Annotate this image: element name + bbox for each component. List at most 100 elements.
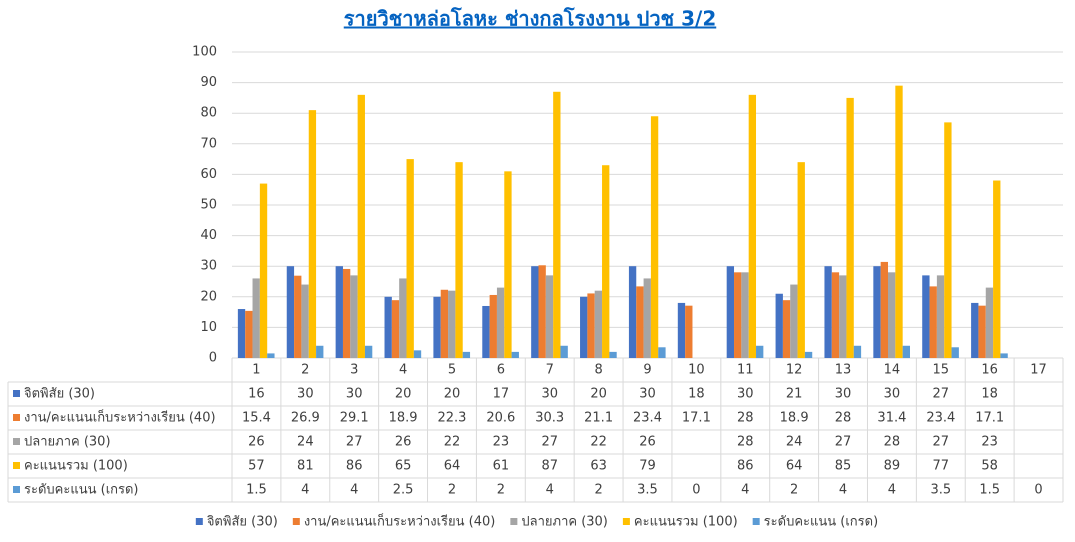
bar xyxy=(316,345,324,358)
table-cell: 23.4 xyxy=(926,411,955,426)
bar xyxy=(609,351,617,358)
bar xyxy=(797,162,805,358)
table-cell: 3.5 xyxy=(930,483,951,498)
bar xyxy=(482,305,490,358)
bar xyxy=(971,302,979,358)
table-cell: 18 xyxy=(981,387,998,402)
bar xyxy=(357,94,365,358)
bar xyxy=(433,296,441,358)
legend-key xyxy=(510,518,518,525)
y-tick-label: 50 xyxy=(200,198,217,213)
legend-key xyxy=(752,518,760,525)
bar xyxy=(384,296,392,358)
bar xyxy=(560,345,568,358)
table-cell: 57 xyxy=(248,459,265,474)
bar xyxy=(496,287,505,358)
table-cell: 86 xyxy=(737,459,754,474)
table-cell: 26 xyxy=(639,435,656,450)
table-cell: 28 xyxy=(737,435,754,450)
x-tick-label: 14 xyxy=(884,363,901,378)
table-cell: 89 xyxy=(884,459,901,474)
table-cell: 81 xyxy=(297,459,314,474)
table-cell: 2 xyxy=(594,483,602,498)
table-cell: 17.1 xyxy=(975,411,1004,426)
legend: จิตพิสัย (30) งาน/คะแนนเก็บระหว่างเรียน (… xyxy=(195,512,879,530)
legend-label: งาน/คะแนนเก็บระหว่างเรียน (40) xyxy=(304,512,496,530)
x-tick-label: 2 xyxy=(301,363,309,378)
x-tick-label: 7 xyxy=(546,363,554,378)
bar xyxy=(677,302,686,358)
y-tick-label: 30 xyxy=(200,259,217,274)
table-cell: 4 xyxy=(301,483,309,498)
bar xyxy=(741,272,749,358)
table-cell: 29.1 xyxy=(340,411,369,426)
bar xyxy=(873,266,881,358)
bar xyxy=(888,272,896,358)
table-cell: 4 xyxy=(741,483,749,498)
table-cell: 20 xyxy=(395,387,412,402)
bar xyxy=(846,97,854,359)
table-cell: 20.6 xyxy=(486,411,515,426)
x-tick-label: 1 xyxy=(252,363,260,378)
table-cell: 77 xyxy=(933,459,950,474)
y-tick-label: 10 xyxy=(200,320,217,335)
table-cell: 20 xyxy=(590,387,607,402)
bar xyxy=(252,278,260,358)
bar xyxy=(294,275,302,358)
table-series-name: งาน/คะแนนเก็บระหว่างเรียน (40) xyxy=(24,408,216,426)
x-tick-label: 17 xyxy=(1030,363,1047,378)
bar xyxy=(580,296,588,358)
table-cell: 3.5 xyxy=(637,483,658,498)
x-tick-label: 5 xyxy=(448,363,456,378)
bar xyxy=(734,272,742,358)
table-cell: 61 xyxy=(493,459,510,474)
table-cell: 1.5 xyxy=(979,483,1000,498)
table-cell: 28 xyxy=(884,435,901,450)
bar xyxy=(902,345,910,358)
table-legend-key xyxy=(13,486,20,493)
table-cell: 27 xyxy=(835,435,852,450)
table-cell: 30 xyxy=(541,387,558,402)
legend-label: ระดับคะแนน (เกรด) xyxy=(764,515,879,530)
table-cell: 27 xyxy=(346,435,363,450)
bar xyxy=(511,351,519,358)
bar xyxy=(531,266,539,358)
legend-key xyxy=(622,518,630,525)
bar xyxy=(831,272,840,358)
table-cell: 0 xyxy=(1034,483,1042,498)
bar xyxy=(455,162,463,358)
bar xyxy=(342,268,351,358)
bar xyxy=(790,284,798,358)
table-cell: 65 xyxy=(395,459,412,474)
x-tick-label: 12 xyxy=(786,363,803,378)
bar xyxy=(406,159,414,358)
table-cell: 23.4 xyxy=(633,411,662,426)
bar xyxy=(594,290,603,358)
x-tick-label: 16 xyxy=(981,363,998,378)
table-cell: 28 xyxy=(737,411,754,426)
table-cell: 24 xyxy=(297,435,314,450)
y-tick-label: 40 xyxy=(200,228,217,243)
bar xyxy=(364,345,373,358)
table-cell: 64 xyxy=(444,459,461,474)
x-tick-label: 10 xyxy=(688,363,705,378)
table-cell: 4 xyxy=(839,483,847,498)
x-tick-label: 8 xyxy=(594,363,602,378)
table-cell: 27 xyxy=(933,387,950,402)
table-cell: 79 xyxy=(639,459,656,474)
table-legend-key xyxy=(13,414,20,421)
table-cell: 16 xyxy=(248,387,265,402)
bar xyxy=(259,183,268,358)
table-cell: 27 xyxy=(933,435,950,450)
bar xyxy=(951,347,959,358)
table-series-name: คะแนนรวม (100) xyxy=(24,459,128,474)
bar xyxy=(944,122,952,358)
y-tick-label: 20 xyxy=(200,289,217,304)
table-cell: 17 xyxy=(493,387,510,402)
bar xyxy=(685,305,693,358)
table-cell: 64 xyxy=(786,459,803,474)
bar xyxy=(301,284,309,358)
table-cell: 30.3 xyxy=(535,411,564,426)
table-cell: 30 xyxy=(297,387,314,402)
